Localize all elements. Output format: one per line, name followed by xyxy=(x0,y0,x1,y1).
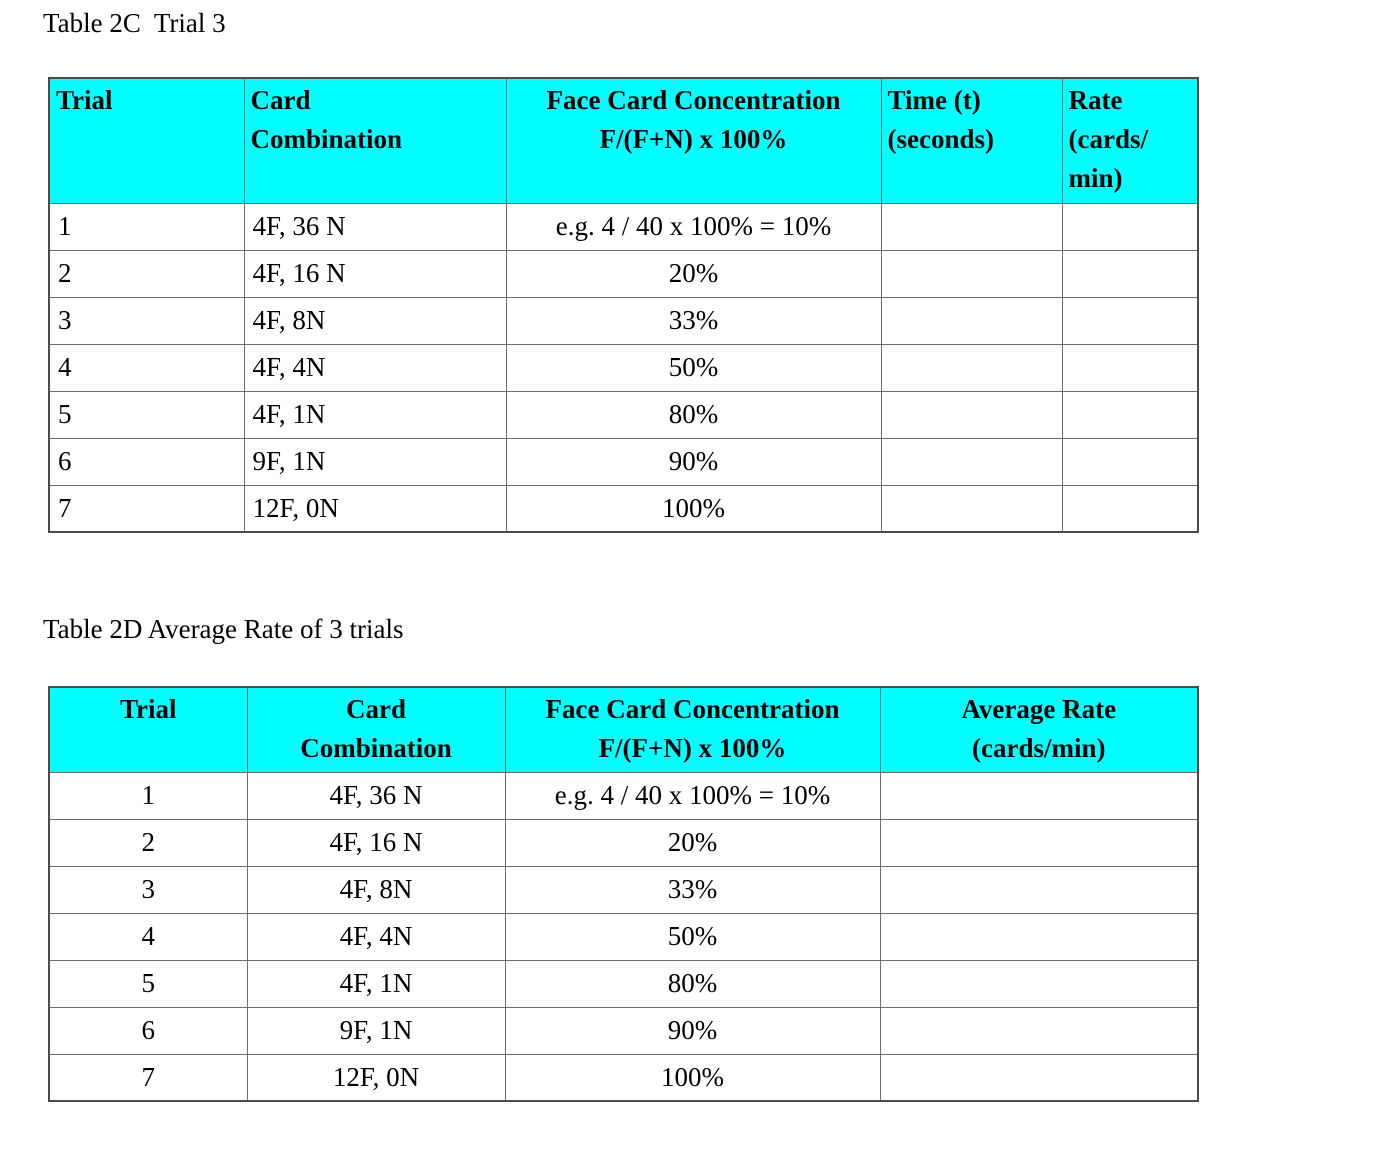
trial-cell: 5 xyxy=(48,959,248,1008)
concentration-cell: 90% xyxy=(504,1006,881,1055)
table-2d-title: Table 2D Average Rate of 3 trials xyxy=(43,614,404,644)
column-header-average-rate: Average Rate (cards/min) xyxy=(879,686,1199,773)
trial-cell: 4 xyxy=(48,343,245,392)
card-combination-cell: 12F, 0N xyxy=(243,484,507,533)
trial-cell: 4 xyxy=(48,912,248,961)
table-row: 7 12F, 0N 100% xyxy=(48,484,1199,533)
average-rate-cell xyxy=(879,912,1199,961)
card-combination-cell: 4F, 16 N xyxy=(246,818,506,867)
trial-cell: 3 xyxy=(48,296,245,345)
concentration-cell: 33% xyxy=(505,296,882,345)
table-row: 3 4F, 8N 33% xyxy=(48,865,1199,914)
rate-cell xyxy=(1061,249,1199,298)
concentration-cell: 100% xyxy=(504,1053,881,1102)
table-row: 2 4F, 16 N 20% xyxy=(48,818,1199,867)
concentration-cell: e.g. 4 / 40 x 100% = 10% xyxy=(505,202,882,251)
table-2d-header-row: Trial Card Combination Face Card Concent… xyxy=(48,686,1199,773)
time-cell xyxy=(880,484,1063,533)
card-combination-cell: 4F, 4N xyxy=(246,912,506,961)
trial-cell: 2 xyxy=(48,249,245,298)
table-2c-title: Table 2C Trial 3 xyxy=(43,8,226,38)
time-cell xyxy=(880,249,1063,298)
trial-cell: 3 xyxy=(48,865,248,914)
card-combination-cell: 4F, 36 N xyxy=(246,771,506,820)
column-header-trial: Trial xyxy=(48,77,245,204)
time-cell xyxy=(880,437,1063,486)
time-cell xyxy=(880,390,1063,439)
card-combination-cell: 4F, 1N xyxy=(246,959,506,1008)
card-combination-cell: 4F, 16 N xyxy=(243,249,507,298)
trial-cell: 7 xyxy=(48,1053,248,1102)
time-cell xyxy=(880,202,1063,251)
trial-cell: 1 xyxy=(48,202,245,251)
trial-cell: 7 xyxy=(48,484,245,533)
rate-cell xyxy=(1061,202,1199,251)
concentration-cell: 90% xyxy=(505,437,882,486)
trial-cell: 6 xyxy=(48,1006,248,1055)
concentration-cell: 50% xyxy=(504,912,881,961)
average-rate-cell xyxy=(879,1053,1199,1102)
table-2c-header-row: Trial Card Combination Face Card Concent… xyxy=(48,77,1199,204)
table-row: 7 12F, 0N 100% xyxy=(48,1053,1199,1102)
rate-cell xyxy=(1061,484,1199,533)
column-header-card-combination: Card Combination xyxy=(243,77,507,204)
time-cell xyxy=(880,343,1063,392)
card-combination-cell: 9F, 1N xyxy=(243,437,507,486)
concentration-cell: 100% xyxy=(505,484,882,533)
concentration-cell: 33% xyxy=(504,865,881,914)
average-rate-cell xyxy=(879,771,1199,820)
column-header-concentration: Face Card Concentration F/(F+N) x 100% xyxy=(505,77,882,204)
concentration-cell: e.g. 4 / 40 x 100% = 10% xyxy=(504,771,881,820)
card-combination-cell: 4F, 36 N xyxy=(243,202,507,251)
trial-cell: 6 xyxy=(48,437,245,486)
table-row: 4 4F, 4N 50% xyxy=(48,343,1199,392)
average-rate-cell xyxy=(879,818,1199,867)
rate-cell xyxy=(1061,343,1199,392)
trial-cell: 2 xyxy=(48,818,248,867)
concentration-cell: 80% xyxy=(504,959,881,1008)
table-row: 6 9F, 1N 90% xyxy=(48,1006,1199,1055)
column-header-card-combination: Card Combination xyxy=(246,686,506,773)
average-rate-cell xyxy=(879,1006,1199,1055)
column-header-concentration: Face Card Concentration F/(F+N) x 100% xyxy=(504,686,881,773)
column-header-time: Time (t) (seconds) xyxy=(880,77,1063,204)
trial-cell: 5 xyxy=(48,390,245,439)
concentration-cell: 20% xyxy=(505,249,882,298)
concentration-cell: 50% xyxy=(505,343,882,392)
table-row: 4 4F, 4N 50% xyxy=(48,912,1199,961)
table-row: 1 4F, 36 N e.g. 4 / 40 x 100% = 10% xyxy=(48,771,1199,820)
table-row: 1 4F, 36 N e.g. 4 / 40 x 100% = 10% xyxy=(48,202,1199,251)
concentration-cell: 20% xyxy=(504,818,881,867)
rate-cell xyxy=(1061,296,1199,345)
table-row: 5 4F, 1N 80% xyxy=(48,390,1199,439)
table-row: 2 4F, 16 N 20% xyxy=(48,249,1199,298)
rate-cell xyxy=(1061,390,1199,439)
time-cell xyxy=(880,296,1063,345)
card-combination-cell: 4F, 8N xyxy=(246,865,506,914)
card-combination-cell: 4F, 4N xyxy=(243,343,507,392)
table-2c: Trial Card Combination Face Card Concent… xyxy=(48,77,1199,533)
card-combination-cell: 12F, 0N xyxy=(246,1053,506,1102)
average-rate-cell xyxy=(879,865,1199,914)
average-rate-cell xyxy=(879,959,1199,1008)
table-row: 5 4F, 1N 80% xyxy=(48,959,1199,1008)
table-row: 3 4F, 8N 33% xyxy=(48,296,1199,345)
table-row: 6 9F, 1N 90% xyxy=(48,437,1199,486)
table-2d: Trial Card Combination Face Card Concent… xyxy=(48,686,1199,1102)
rate-cell xyxy=(1061,437,1199,486)
trial-cell: 1 xyxy=(48,771,248,820)
column-header-trial: Trial xyxy=(48,686,248,773)
column-header-rate: Rate (cards/ min) xyxy=(1061,77,1199,204)
concentration-cell: 80% xyxy=(505,390,882,439)
card-combination-cell: 4F, 1N xyxy=(243,390,507,439)
card-combination-cell: 4F, 8N xyxy=(243,296,507,345)
card-combination-cell: 9F, 1N xyxy=(246,1006,506,1055)
